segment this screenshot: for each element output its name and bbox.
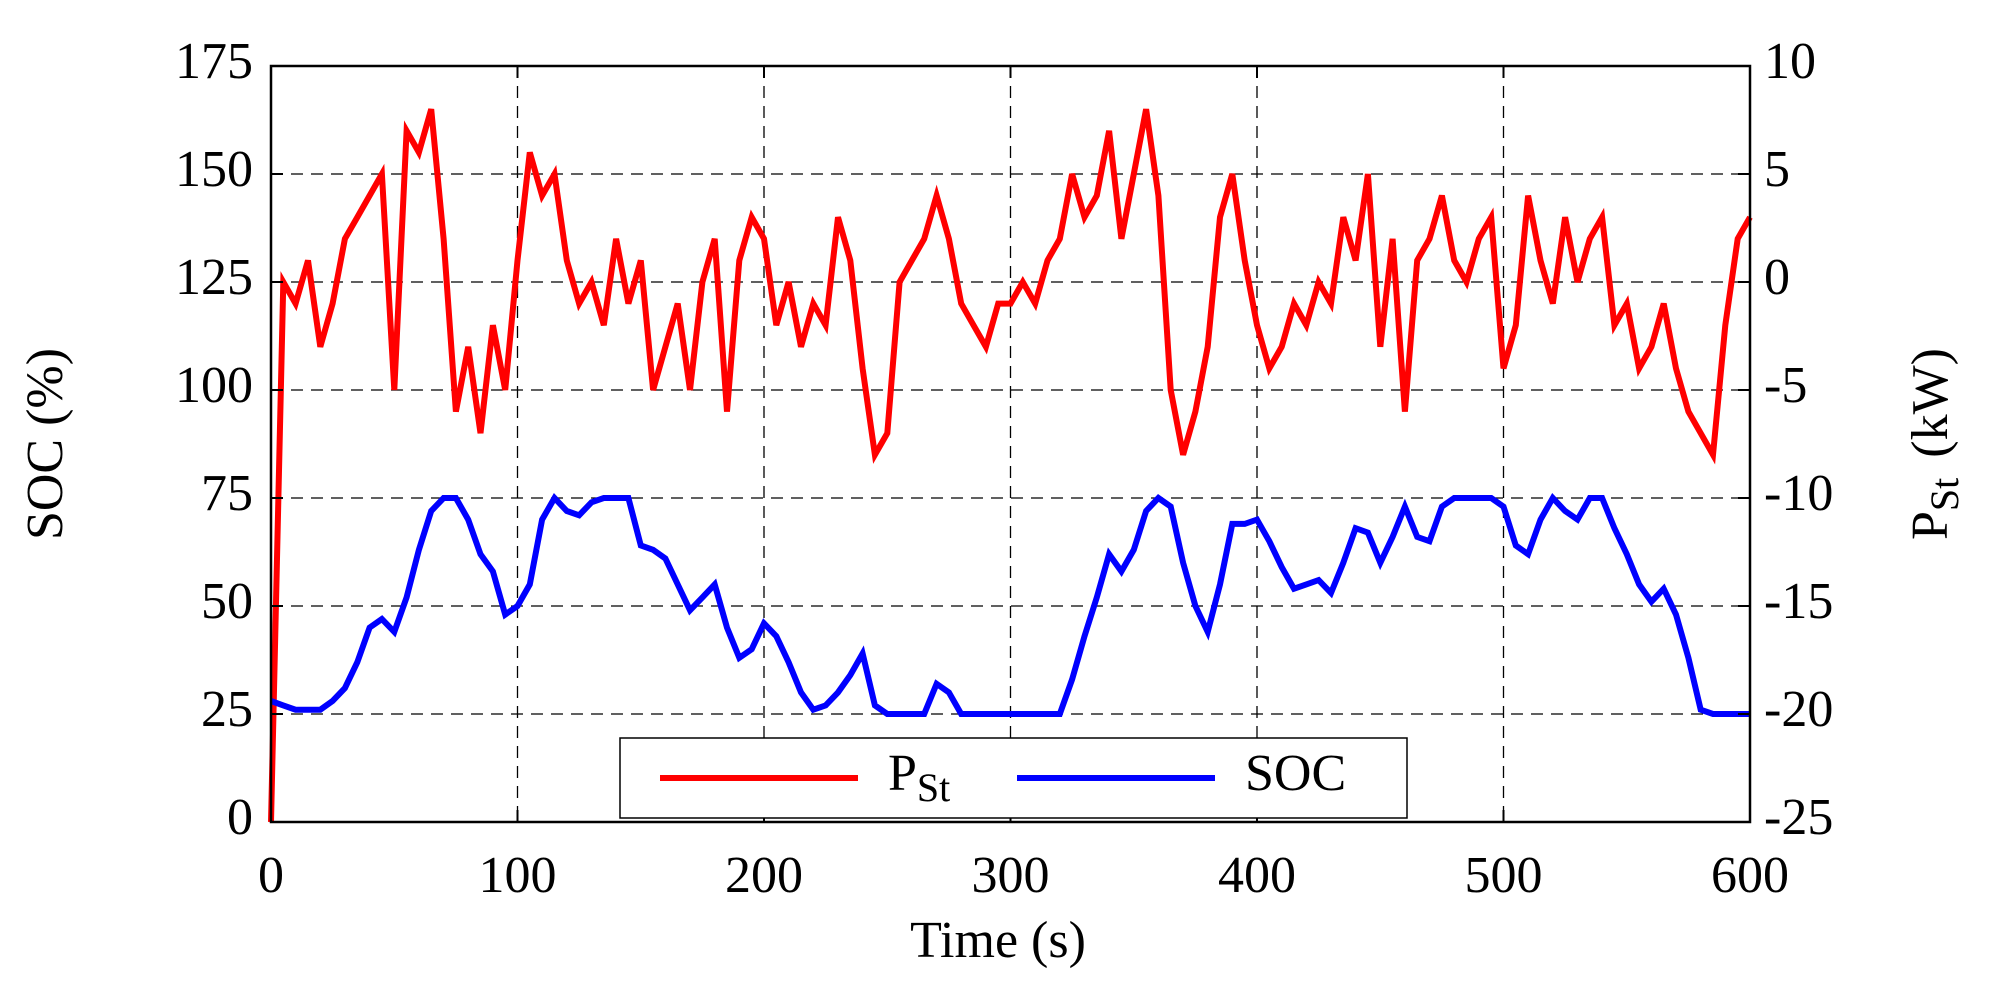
y2-tick-label: -5 xyxy=(1764,357,1807,414)
x-tick-label: 200 xyxy=(725,847,803,904)
y-tick-label: 150 xyxy=(175,141,253,198)
legend-label-main: P xyxy=(888,745,917,802)
y2-tick-label: -10 xyxy=(1764,465,1833,522)
x-tick-label: 300 xyxy=(972,847,1050,904)
y-tick-label: 100 xyxy=(175,357,253,414)
y2-tick-label: -15 xyxy=(1764,573,1833,630)
y2-axis-label-main: P xyxy=(1902,511,1959,540)
x-tick-label: 600 xyxy=(1711,847,1789,904)
legend-label: PSt xyxy=(888,745,950,810)
ticks: 0 100 200 300 400 500 6000255075100125150175-2… xyxy=(175,33,1833,904)
y2-tick-label: -20 xyxy=(1764,681,1833,738)
y-tick-label: 175 xyxy=(175,33,253,90)
y2-tick-label: -25 xyxy=(1764,789,1833,846)
y-tick-label: 125 xyxy=(175,249,253,306)
y2-tick-label: 5 xyxy=(1764,141,1790,198)
y-tick-label: 75 xyxy=(201,465,253,522)
y2-tick-label: 0 xyxy=(1764,249,1790,306)
legend-label-main: SOC xyxy=(1245,745,1346,802)
y-tick-label: 0 xyxy=(227,789,253,846)
x-tick-label: 500 xyxy=(1465,847,1543,904)
series-line xyxy=(269,492,1750,717)
x-tick-label: 0 xyxy=(258,847,284,904)
y2-axis-label-sub: St xyxy=(1922,478,1967,511)
y-tick-label: 25 xyxy=(201,681,253,738)
y-axis-label: SOC (%) xyxy=(17,348,74,540)
plot-lines xyxy=(268,108,1753,823)
y2-axis-label-unit: (kW) xyxy=(1902,348,1959,458)
series-line xyxy=(268,108,1753,823)
x-tick-label: 100 xyxy=(479,847,557,904)
x-axis-label: Time (s) xyxy=(910,912,1086,969)
y-tick-label: 50 xyxy=(201,573,253,630)
y2-axis-label: PSt (kW) xyxy=(1902,348,1967,540)
legend: PSt SOC xyxy=(619,737,1408,819)
y2-tick-label: 10 xyxy=(1764,33,1816,90)
x-tick-label: 400 xyxy=(1218,847,1296,904)
legend-label-sub: St xyxy=(917,765,950,810)
legend-label: SOC xyxy=(1245,745,1346,802)
